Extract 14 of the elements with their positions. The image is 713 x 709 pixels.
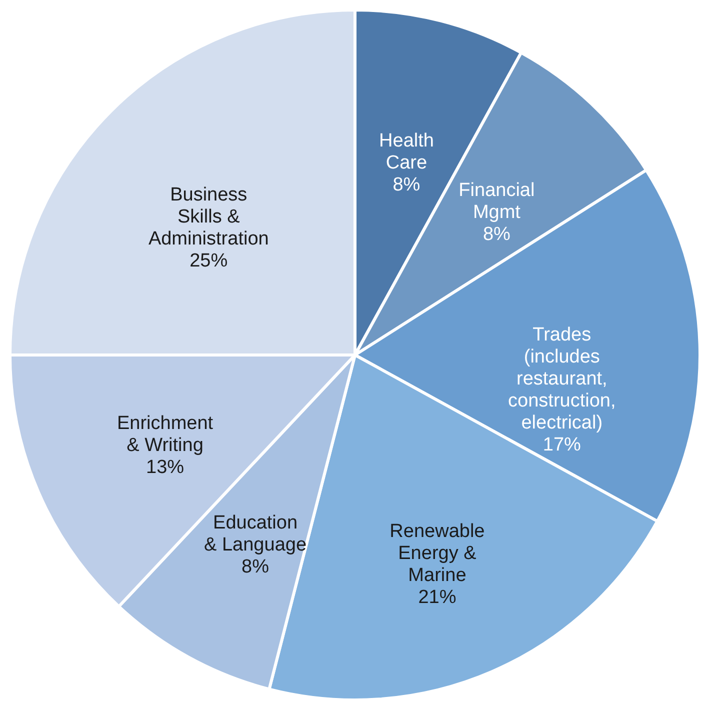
data-label: 8% bbox=[242, 556, 270, 578]
data-label: 21% bbox=[418, 586, 456, 608]
slice-label: Education & Language bbox=[204, 512, 307, 556]
slice-label: Financial Mgmt bbox=[458, 180, 535, 224]
slice-label: Business Skills & Administration bbox=[148, 184, 269, 250]
slice-label: Enrichment & Writing bbox=[116, 413, 214, 456]
slice-label: Renewable Energy & Marine bbox=[390, 520, 485, 586]
data-label: 8% bbox=[392, 174, 420, 196]
slice-label: Trades (includes restaurant, construction, electrical) bbox=[508, 324, 616, 434]
data-label: 17% bbox=[542, 434, 582, 456]
data-label: 8% bbox=[482, 224, 511, 246]
slice-label: Health Care bbox=[379, 130, 434, 174]
data-label: 13% bbox=[146, 457, 184, 478]
data-label: 25% bbox=[190, 250, 228, 272]
